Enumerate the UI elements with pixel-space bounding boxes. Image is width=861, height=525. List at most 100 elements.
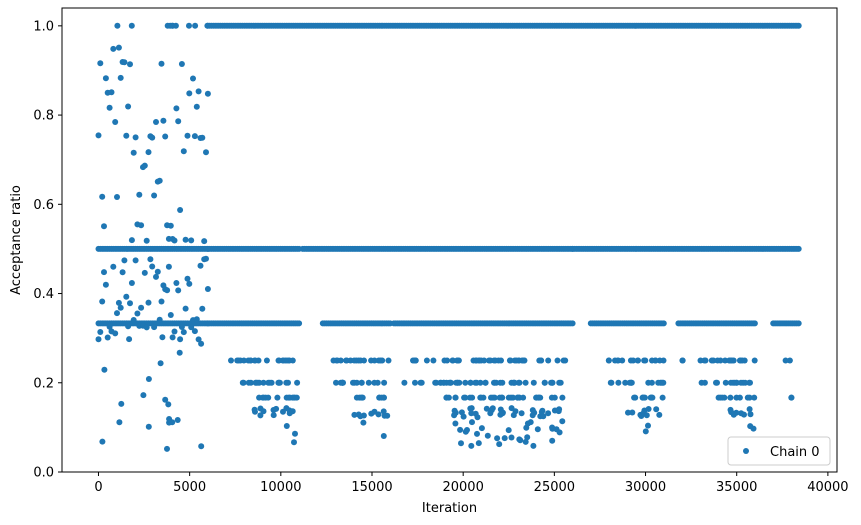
- data-point: [190, 75, 196, 82]
- data-point: [294, 379, 301, 386]
- data-point: [195, 88, 202, 95]
- data-point: [257, 412, 264, 419]
- data-point: [510, 412, 517, 419]
- data-point: [130, 149, 137, 156]
- data-point: [128, 280, 135, 286]
- data-point: [235, 357, 242, 364]
- data-point: [412, 379, 418, 386]
- data-point: [175, 287, 182, 294]
- data-point: [138, 304, 145, 311]
- data-point: [645, 422, 651, 429]
- y-tick-label: 0.2: [33, 376, 54, 391]
- data-point: [475, 440, 482, 447]
- data-point: [260, 408, 267, 415]
- chain-0-points: [95, 22, 802, 452]
- data-point: [156, 316, 163, 323]
- data-point: [385, 357, 392, 364]
- data-point: [467, 405, 474, 412]
- y-tick-label: 0.8: [33, 109, 54, 124]
- data-point: [462, 379, 469, 386]
- data-point: [151, 192, 158, 199]
- data-point: [186, 22, 192, 29]
- data-point: [549, 437, 556, 444]
- data-point: [549, 425, 556, 432]
- data-point: [153, 119, 159, 125]
- data-point: [746, 406, 753, 413]
- data-point: [162, 133, 169, 140]
- data-point: [99, 298, 106, 305]
- data-point: [115, 44, 122, 51]
- data-point: [423, 357, 430, 364]
- data-point: [141, 162, 148, 169]
- data-point: [191, 133, 198, 140]
- data-point: [656, 357, 663, 364]
- x-axis-title: Iteration: [422, 501, 477, 516]
- data-point: [125, 103, 132, 110]
- data-point: [697, 357, 704, 364]
- data-point: [184, 275, 191, 282]
- data-point: [719, 394, 726, 401]
- data-point: [353, 379, 360, 386]
- data-point: [114, 194, 120, 200]
- data-point: [713, 379, 719, 386]
- data-point: [462, 394, 469, 401]
- data-point: [468, 410, 475, 417]
- data-point: [714, 357, 721, 364]
- data-point: [180, 329, 187, 336]
- data-point: [430, 357, 437, 364]
- data-point: [642, 357, 649, 364]
- data-point: [97, 60, 104, 67]
- data-point: [417, 379, 424, 386]
- data-point: [447, 379, 454, 386]
- data-point: [199, 305, 206, 312]
- y-tick-label: 0.6: [33, 198, 54, 213]
- data-point: [452, 420, 459, 427]
- data-point: [177, 207, 184, 213]
- data-point: [123, 293, 130, 300]
- data-point: [178, 61, 185, 67]
- data-point: [517, 437, 524, 444]
- data-point: [462, 428, 469, 435]
- data-point: [106, 104, 113, 111]
- data-point: [472, 410, 479, 417]
- data-point: [134, 310, 141, 317]
- data-point: [128, 237, 135, 244]
- data-point: [452, 394, 459, 401]
- data-point: [143, 237, 150, 244]
- data-point: [498, 357, 504, 364]
- data-point: [199, 134, 206, 141]
- data-point: [240, 357, 247, 364]
- data-point: [143, 324, 150, 331]
- data-point: [283, 423, 290, 429]
- data-point: [511, 379, 517, 386]
- data-point: [640, 410, 647, 416]
- data-point: [173, 105, 180, 112]
- data-point: [121, 257, 128, 264]
- data-point: [508, 434, 515, 441]
- data-point: [289, 408, 296, 415]
- data-point: [106, 323, 113, 330]
- data-point: [126, 336, 133, 343]
- data-point: [505, 394, 512, 401]
- data-point: [371, 379, 378, 386]
- data-point: [536, 394, 542, 401]
- data-point: [742, 379, 749, 386]
- data-point: [127, 300, 133, 307]
- data-point: [167, 222, 174, 229]
- y-tick-label: 0.0: [33, 466, 54, 481]
- data-point: [733, 379, 740, 386]
- x-tick-label: 20000: [442, 480, 483, 495]
- x-tick-label: 30000: [625, 480, 666, 495]
- data-point: [198, 443, 205, 450]
- data-point: [469, 419, 475, 426]
- data-point: [505, 427, 512, 434]
- data-point: [727, 394, 734, 401]
- data-point: [487, 357, 494, 364]
- data-point: [140, 392, 147, 399]
- data-point: [149, 263, 156, 270]
- data-point: [751, 394, 758, 401]
- data-point: [171, 237, 178, 244]
- data-point: [359, 394, 366, 401]
- data-point: [184, 132, 191, 139]
- data-point: [343, 357, 350, 364]
